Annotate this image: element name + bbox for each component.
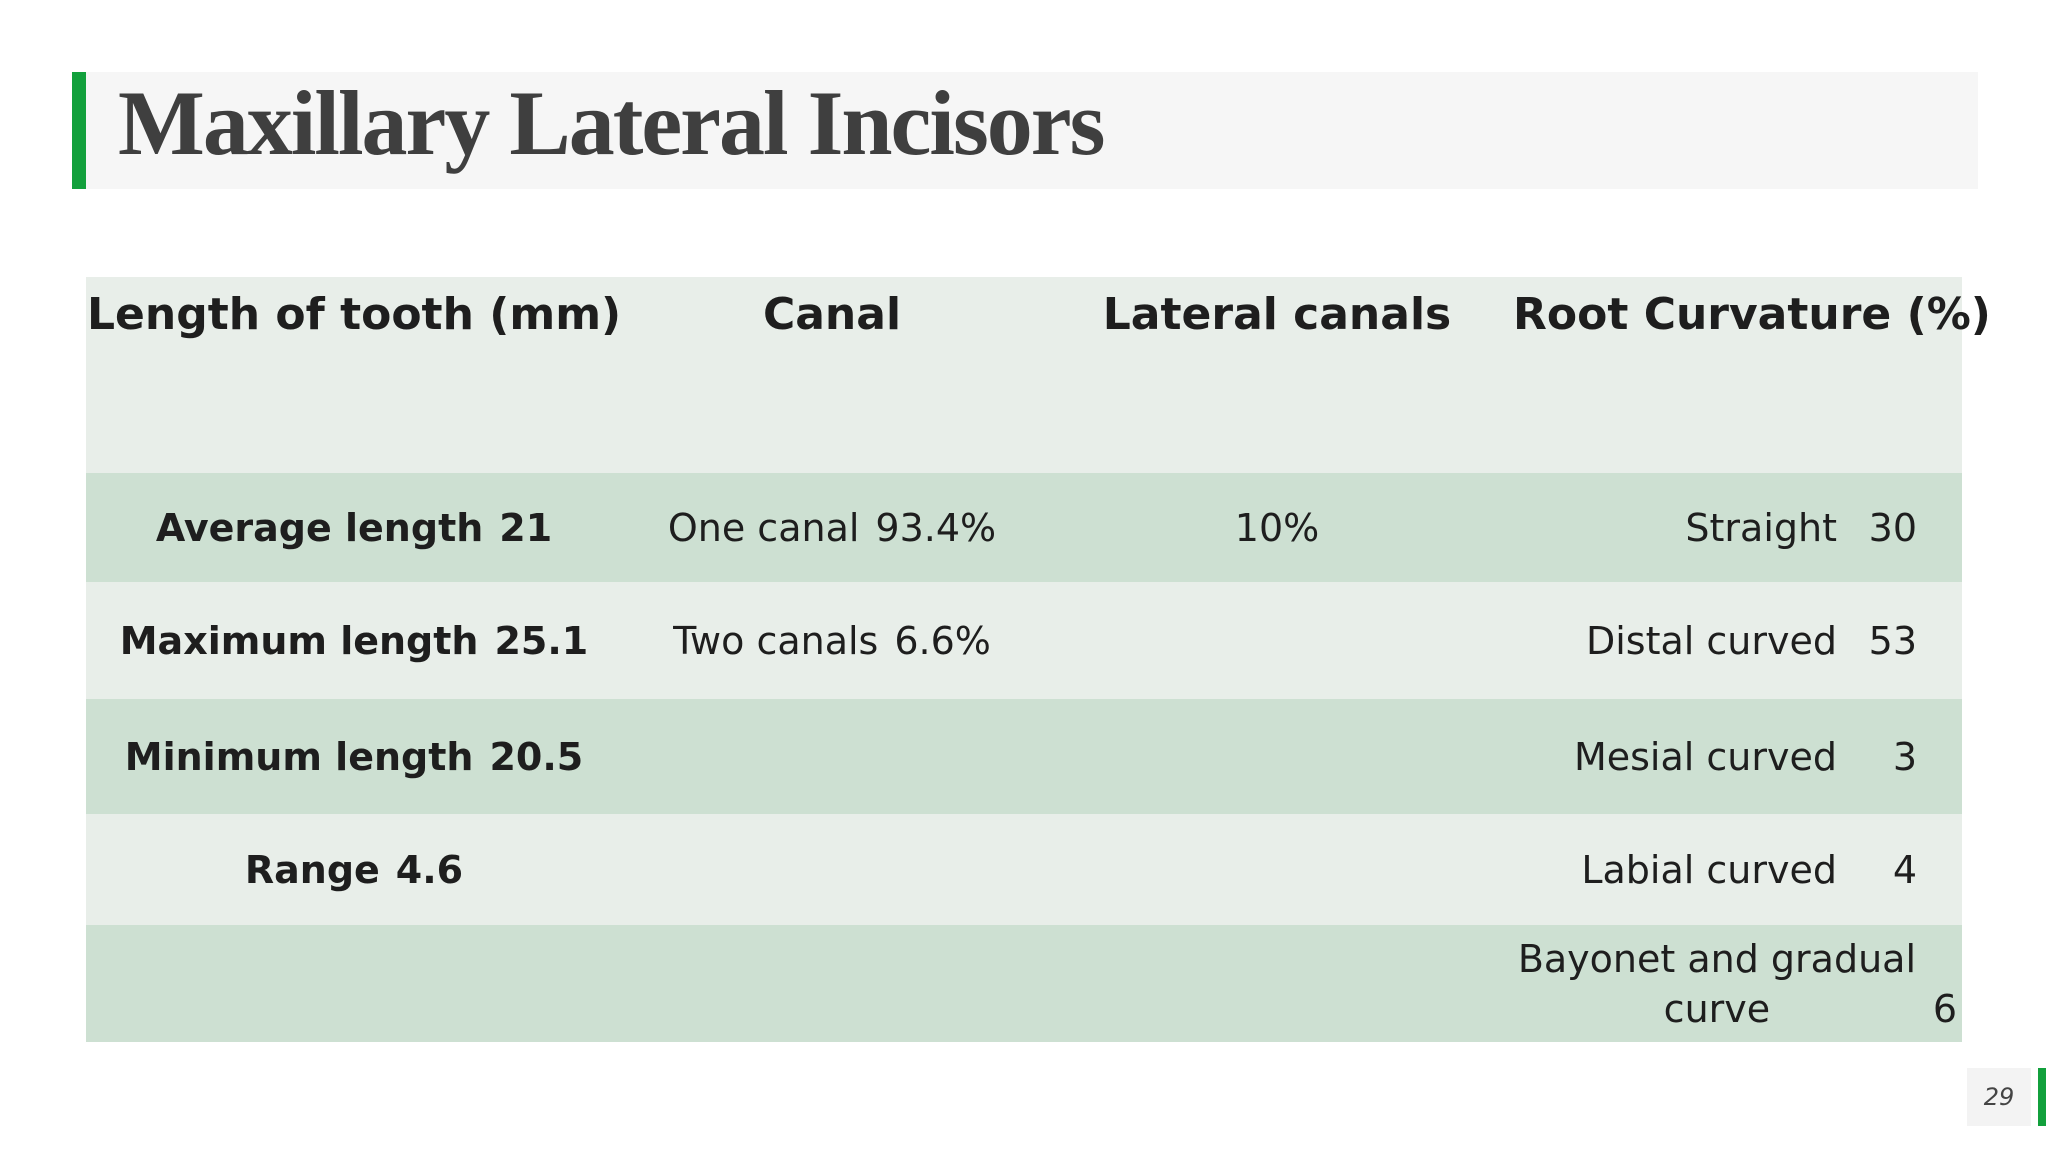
table-row: Bayonet and gradual curve 6 <box>86 925 1962 1042</box>
canal-label: Two canals <box>673 618 879 663</box>
curvature-value: 30 <box>1868 505 1917 550</box>
lateral-cell <box>1042 814 1512 925</box>
column-header: Canal <box>622 277 1042 473</box>
canal-cell: Two canals 6.6% <box>622 582 1042 699</box>
column-header: Lateral canals <box>1042 277 1512 473</box>
page-number: 29 <box>1967 1068 2031 1126</box>
canal-label: One canal <box>667 505 860 550</box>
curvature-label: Distal curved <box>1585 618 1837 663</box>
curvature-cell: Distal curved 53 <box>1512 582 1962 699</box>
lateral-cell <box>1042 582 1512 699</box>
curvature-value: 6 <box>1932 986 1958 1031</box>
lateral-cell <box>1042 699 1512 814</box>
lateral-cell: 10% <box>1042 473 1512 582</box>
data-table: Length of tooth (mm) Canal Lateral canals R… <box>86 277 1991 1042</box>
length-label: Maximum length <box>119 618 479 663</box>
length-cell: Average length 21 <box>86 473 622 582</box>
header-row: Length of tooth (mm) Canal Lateral canals R… <box>86 277 1991 473</box>
curvature-value: 4 <box>1892 847 1917 892</box>
table-row: Range 4.6 Labial curved 4 <box>86 814 1962 925</box>
curvature-label: Bayonet and gradual curve <box>1517 936 1916 1031</box>
table-row: Maximum length 25.1 Two canals 6.6% Distal c… <box>86 582 1962 699</box>
curvature-value: 3 <box>1892 734 1917 779</box>
canal-cell: One canal 93.4% <box>622 473 1042 582</box>
length-label: Average length <box>155 505 484 550</box>
canal-cell <box>622 814 1042 925</box>
canal-value: 93.4% <box>875 505 997 550</box>
length-cell <box>86 925 622 1042</box>
curvature-label: Labial curved <box>1581 847 1837 892</box>
length-value: 21 <box>499 505 553 550</box>
curvature-cell: Bayonet and gradual curve 6 <box>1512 925 1962 1042</box>
title-accent <box>72 72 86 189</box>
length-value: 4.6 <box>395 847 464 892</box>
canal-cell <box>622 925 1042 1042</box>
lateral-cell <box>1042 925 1512 1042</box>
curvature-cell: Labial curved 4 <box>1512 814 1962 925</box>
column-header: Root Curvature (%) <box>1512 277 1991 473</box>
slide-title: Maxillary Lateral Incisors <box>118 72 1105 174</box>
length-label: Minimum length <box>124 734 474 779</box>
table-row: Minimum length 20.5 Mesial curved 3 <box>86 699 1962 814</box>
length-label: Range <box>244 847 380 892</box>
curvature-label: Mesial curved <box>1573 734 1837 779</box>
curvature-cell: Mesial curved 3 <box>1512 699 1962 814</box>
curvature-cell: Straight 30 <box>1512 473 1962 582</box>
length-cell: Range 4.6 <box>86 814 622 925</box>
title-bar <box>72 72 1978 189</box>
length-value: 25.1 <box>494 618 589 663</box>
length-value: 20.5 <box>489 734 584 779</box>
length-cell: Minimum length 20.5 <box>86 699 622 814</box>
curvature-value: 53 <box>1868 618 1917 663</box>
canal-value: 6.6% <box>894 618 991 663</box>
page-accent <box>2038 1068 2046 1126</box>
length-cell: Maximum length 25.1 <box>86 582 622 699</box>
column-header: Length of tooth (mm) <box>86 277 622 473</box>
table-row: Average length 21 One canal 93.4% 10% Straigh… <box>86 473 1962 582</box>
canal-cell <box>622 699 1042 814</box>
curvature-label: Straight <box>1685 505 1837 550</box>
